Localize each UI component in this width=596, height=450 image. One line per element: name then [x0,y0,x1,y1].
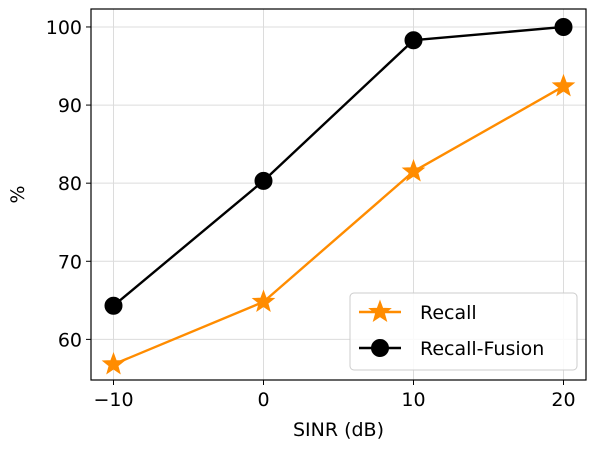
y-axis-label: % [7,185,29,203]
x-axis-label: SINR (dB) [293,419,384,441]
data-point [254,171,273,190]
star-icon [368,299,392,323]
ticks: −10 0 10 20 60 70 80 90 100 [46,17,576,411]
series-line [112,25,564,307]
x-tick-label: −10 [93,389,133,411]
data-point [551,73,576,97]
y-tick-label: 90 [58,95,82,117]
legend-box [349,292,578,371]
data-point [401,159,426,182]
series-recall [101,73,576,375]
legend: Recall Recall-Fusion [349,292,578,371]
y-tick-label: 80 [58,173,82,195]
legend-item: Recall-Fusion [359,338,544,360]
circle-icon [371,339,389,357]
legend-label: Recall [420,302,477,324]
series-layer [101,17,576,375]
y-tick-label: 100 [46,17,82,39]
x-tick-label: 0 [257,389,269,411]
legend-item: Recall [359,299,477,324]
y-tick-label: 70 [58,251,82,273]
data-point [554,17,573,36]
data-point [251,289,276,312]
data-point [404,31,423,50]
y-tick-label: 60 [58,329,82,351]
x-tick-label: 20 [551,389,575,411]
legend-label: Recall-Fusion [420,338,544,360]
series-recall-fusion [104,17,573,315]
series-line [113,85,565,366]
data-point [104,296,123,315]
x-tick-label: 10 [401,389,425,411]
plot-frame [90,8,587,381]
data-point [101,351,126,375]
